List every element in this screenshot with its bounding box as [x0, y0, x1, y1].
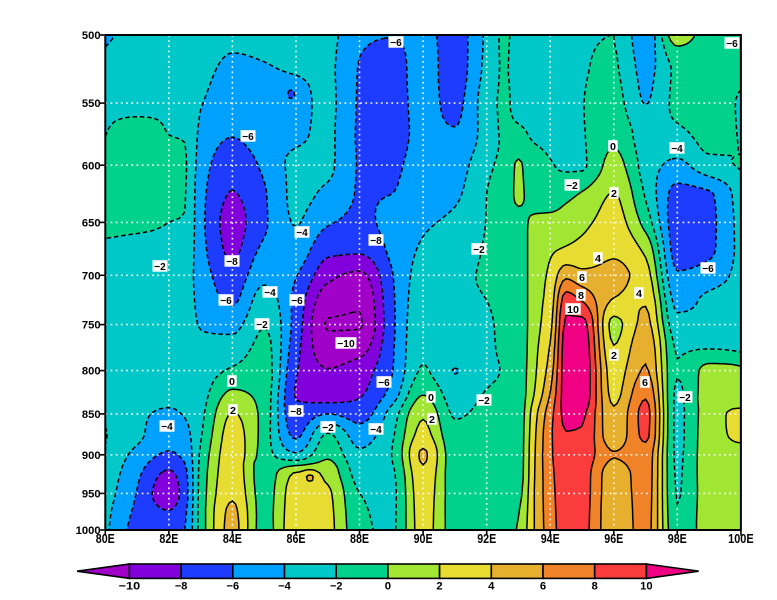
svg-text:600: 600	[82, 160, 101, 172]
svg-text:2: 2	[611, 188, 617, 200]
svg-text:1000: 1000	[76, 525, 101, 537]
svg-text:−6: −6	[220, 295, 232, 307]
svg-text:0: 0	[229, 376, 235, 388]
svg-text:94E: 94E	[541, 532, 560, 546]
svg-text:−6: −6	[291, 295, 303, 307]
svg-text:−2: −2	[256, 319, 268, 331]
svg-text:100E: 100E	[728, 532, 754, 546]
svg-text:700: 700	[82, 270, 101, 282]
svg-text:−4: −4	[671, 143, 683, 155]
svg-text:−6: −6	[390, 37, 402, 49]
svg-text:4: 4	[636, 288, 642, 300]
svg-text:−2: −2	[154, 261, 166, 273]
svg-text:−8: −8	[175, 580, 188, 592]
svg-text:500: 500	[82, 30, 101, 42]
svg-text:−8: −8	[226, 256, 238, 268]
svg-text:84E: 84E	[223, 532, 242, 546]
svg-text:0: 0	[610, 141, 616, 153]
svg-text:10: 10	[567, 304, 579, 316]
svg-text:4: 4	[488, 580, 495, 592]
svg-text:6: 6	[642, 377, 648, 389]
svg-text:8: 8	[592, 580, 598, 592]
svg-text:80E: 80E	[96, 532, 115, 546]
svg-text:98E: 98E	[668, 532, 687, 546]
svg-text:−4: −4	[264, 287, 276, 299]
svg-text:850: 850	[82, 409, 101, 421]
svg-text:6: 6	[540, 580, 546, 592]
svg-text:2: 2	[611, 350, 617, 362]
svg-text:−2: −2	[679, 392, 691, 404]
svg-text:90E: 90E	[414, 532, 433, 546]
svg-text:−2: −2	[478, 395, 490, 407]
svg-text:6: 6	[579, 272, 585, 284]
svg-text:−2: −2	[322, 422, 334, 434]
svg-text:−10: −10	[337, 338, 355, 350]
svg-text:−4: −4	[278, 580, 291, 592]
svg-text:0: 0	[385, 580, 391, 592]
svg-text:0: 0	[428, 392, 434, 404]
svg-text:92E: 92E	[477, 532, 496, 546]
svg-text:−6: −6	[242, 131, 254, 143]
svg-text:950: 950	[82, 489, 101, 501]
svg-text:10: 10	[640, 580, 653, 592]
svg-text:750: 750	[82, 320, 101, 332]
svg-text:−8: −8	[370, 235, 382, 247]
svg-text:2: 2	[429, 414, 435, 426]
svg-text:−6: −6	[702, 263, 714, 275]
svg-text:800: 800	[82, 366, 101, 378]
svg-text:−10: −10	[119, 580, 141, 592]
svg-text:−2: −2	[566, 180, 578, 192]
svg-text:88E: 88E	[350, 532, 369, 546]
svg-text:900: 900	[82, 450, 101, 462]
svg-text:82E: 82E	[159, 532, 178, 546]
svg-text:650: 650	[82, 218, 101, 230]
svg-text:8: 8	[578, 290, 584, 302]
svg-text:−6: −6	[378, 377, 390, 389]
svg-text:86E: 86E	[287, 532, 306, 546]
svg-text:−6: −6	[227, 580, 240, 592]
svg-text:96E: 96E	[604, 532, 623, 546]
svg-text:−2: −2	[473, 244, 485, 256]
svg-text:−4: −4	[370, 424, 382, 436]
svg-text:2: 2	[230, 405, 236, 417]
svg-text:−2: −2	[330, 580, 343, 592]
svg-text:−6: −6	[726, 38, 738, 50]
svg-text:550: 550	[82, 98, 101, 110]
svg-text:−4: −4	[161, 421, 173, 433]
svg-text:4: 4	[595, 253, 601, 265]
svg-text:−8: −8	[290, 406, 302, 418]
svg-text:2: 2	[436, 580, 442, 592]
svg-text:−4: −4	[296, 227, 308, 239]
